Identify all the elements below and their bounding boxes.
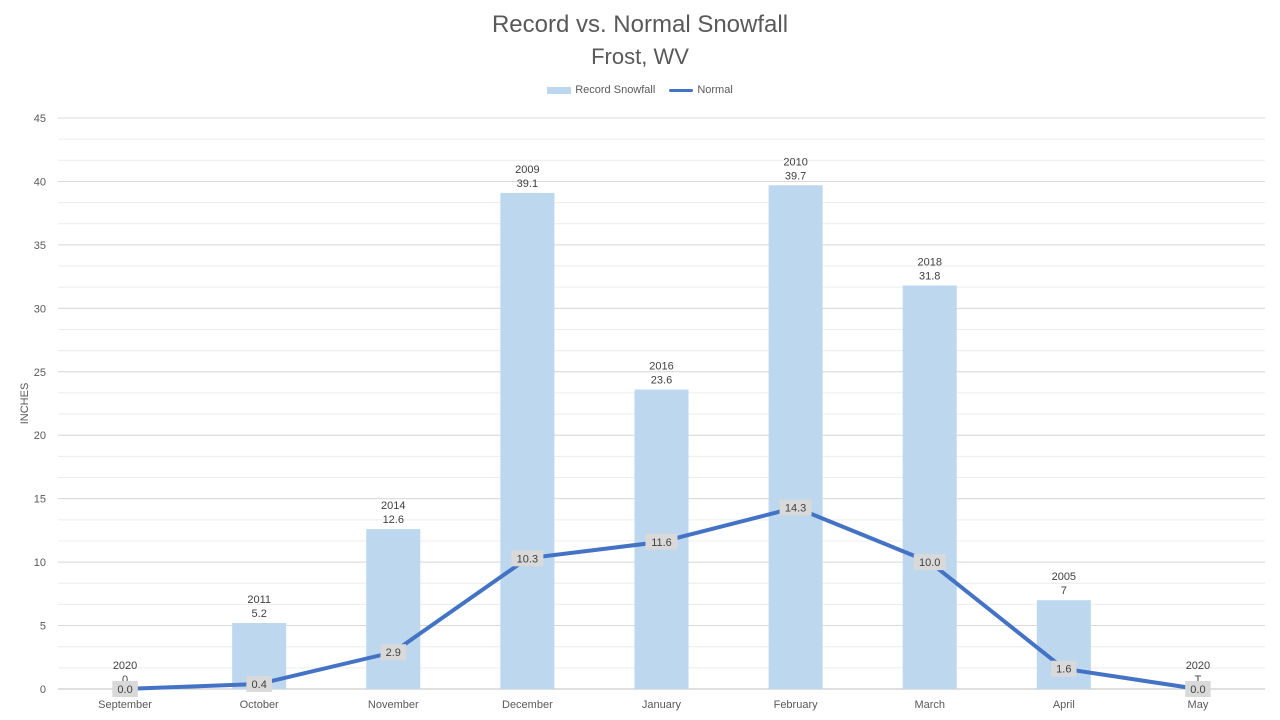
bar-record-snowfall [902, 285, 957, 689]
chart-subtitle: Frost, WV [591, 44, 689, 69]
legend-item-record: Record Snowfall [547, 84, 655, 96]
line-label-box [1051, 660, 1077, 677]
x-tick-label: February [774, 699, 819, 711]
line-label-box [380, 644, 407, 661]
x-tick-label: December [502, 699, 553, 711]
bar-year-label: 2014 [381, 500, 405, 512]
line-value-label: 11.6 [651, 537, 672, 549]
bar-year-label: 2018 [917, 256, 941, 268]
line-label-box [779, 499, 812, 516]
chart-title: Record vs. Normal Snowfall [491, 11, 789, 38]
line-value-label: 0.0 [117, 684, 132, 696]
line-value-label: 0.0 [1190, 684, 1205, 696]
bar-value-label: 7 [1061, 585, 1067, 597]
line-value-label: 1.6 [1056, 664, 1071, 676]
x-tick-label: January [642, 699, 682, 711]
x-tick-label: April [1053, 699, 1075, 711]
bar-value-label: 39.7 [785, 170, 806, 182]
bar-record-snowfall [500, 192, 555, 689]
y-tick-label: 0 [40, 684, 46, 696]
legend-label-record: Record Snowfall [575, 84, 656, 96]
y-tick-label: 10 [34, 557, 46, 569]
line-label-box [511, 550, 544, 567]
bar-year-label: 2009 [515, 164, 539, 176]
bar-value-label: 12.6 [383, 514, 404, 526]
x-tick-label: October [240, 699, 279, 711]
x-tick-label: November [368, 699, 419, 711]
x-tick-label: March [914, 699, 945, 711]
y-tick-label: 45 [34, 113, 46, 125]
legend-label-normal: Normal [697, 84, 733, 96]
y-tick-label: 15 [34, 494, 46, 506]
y-tick-label: 5 [40, 621, 46, 633]
legend-item-normal: Normal [669, 84, 733, 96]
legend: Record Snowfall Normal [0, 84, 1280, 96]
bar-value-label: 23.6 [651, 375, 672, 387]
line-label-box [913, 554, 946, 571]
bar-value-label: 31.8 [919, 270, 940, 282]
line-value-label: 0.4 [252, 679, 267, 691]
bar-year-label: 2005 [1052, 571, 1076, 583]
x-tick-label: May [1188, 699, 1209, 711]
line-label-box [1185, 681, 1211, 697]
bar-year-label: 2020 [113, 660, 137, 672]
legend-swatch-record [547, 86, 572, 94]
y-tick-label: 35 [34, 240, 46, 252]
bar-record-snowfall [366, 529, 421, 689]
line-value-label: 2.9 [386, 647, 401, 659]
bar-year-label: 2016 [649, 361, 673, 373]
bar-year-label: 2011 [247, 594, 271, 606]
bar-value-label: 5.2 [252, 608, 267, 620]
bar-year-label: 2020 [1186, 660, 1210, 672]
line-label-box [112, 681, 138, 697]
bar-year-label: 2010 [783, 156, 807, 168]
bar-value-label: 39.1 [517, 178, 538, 190]
bar-value-label: T [1195, 674, 1202, 686]
y-axis-label: INCHES [19, 383, 31, 425]
x-tick-label: September [98, 699, 152, 711]
line-value-label: 10.3 [517, 553, 538, 565]
line-value-label: 10.0 [919, 557, 940, 569]
y-tick-label: 25 [34, 367, 46, 379]
line-label-box [246, 675, 272, 692]
bar-record-snowfall [768, 185, 823, 690]
bar-value-label: 0 [122, 674, 128, 686]
y-tick-label: 30 [34, 303, 46, 315]
y-tick-label: 20 [34, 430, 46, 442]
line-label-box [645, 533, 678, 550]
y-tick-label: 40 [34, 176, 46, 188]
legend-swatch-normal [669, 88, 694, 92]
line-value-label: 14.3 [785, 503, 806, 515]
